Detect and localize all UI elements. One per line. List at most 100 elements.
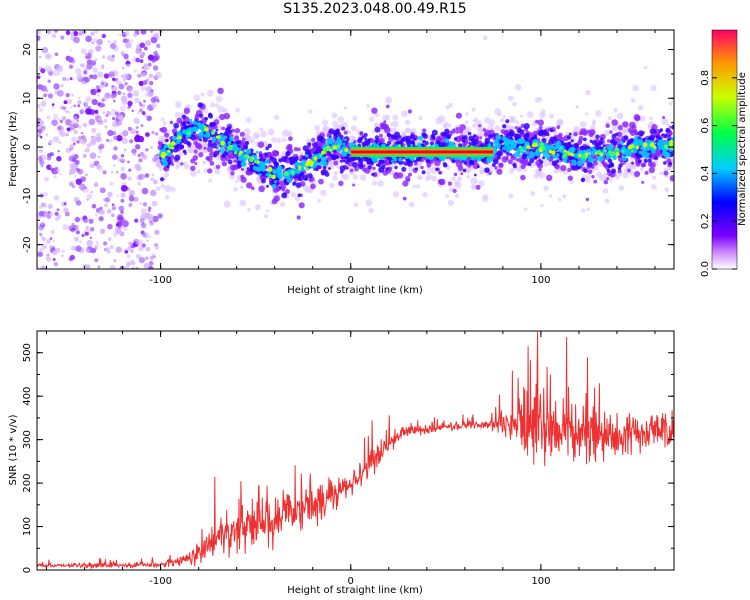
noise-dot <box>81 30 87 35</box>
ridge-cell <box>193 149 198 154</box>
ridge-cell <box>426 158 431 164</box>
ridge-cell <box>472 123 477 128</box>
ridge-cell <box>634 170 641 178</box>
ridge-peak <box>284 171 289 176</box>
ridge-peak <box>186 130 191 136</box>
ridge-cell <box>340 174 346 179</box>
ridge-cell <box>402 180 409 187</box>
ridge-cell <box>510 154 515 159</box>
noise-dot <box>57 126 62 130</box>
ridge-cell <box>261 178 266 184</box>
ridge-cell <box>508 193 514 199</box>
ridge-cell <box>281 192 288 199</box>
ridge-cell <box>595 171 602 178</box>
ridge-peak <box>313 156 318 161</box>
ridge-cell <box>615 132 619 136</box>
ridge-peak <box>642 142 648 148</box>
ridge-cell <box>258 185 265 193</box>
ridge-cell <box>459 124 467 131</box>
ridge-cell <box>174 111 181 119</box>
ridge-cell <box>456 176 462 182</box>
noise-dot <box>46 214 51 219</box>
noise-dot <box>137 182 141 186</box>
ridge-cell <box>633 140 638 146</box>
ridge-cell <box>429 141 434 146</box>
ridge-cell <box>403 161 408 166</box>
noise-dot <box>63 100 68 105</box>
ridge-peak <box>570 152 575 157</box>
noise-dot <box>107 223 113 230</box>
ridge-cell <box>279 186 282 190</box>
ridge-cell <box>470 177 478 185</box>
ridge-cell <box>508 95 514 102</box>
ridge-cell <box>460 172 464 176</box>
noise-dot <box>109 264 116 269</box>
noise-dot <box>156 186 161 192</box>
noise-dot <box>52 239 55 243</box>
ridge-cell <box>486 156 493 163</box>
noise-dot <box>44 176 50 182</box>
noise-dot <box>147 62 152 67</box>
colorbar-label: Normalized spectral amplitude <box>737 72 748 226</box>
ridge-cell <box>377 180 384 187</box>
noise-dot <box>56 65 64 73</box>
ridge-cell <box>160 184 166 189</box>
ridge-cell <box>371 180 378 186</box>
ridge-cell <box>538 125 543 130</box>
ridge-peak <box>220 140 225 146</box>
noise-dot <box>40 221 44 225</box>
ridge-peak <box>635 145 640 150</box>
ridge-cell <box>418 176 422 180</box>
ridge-cell <box>311 137 316 142</box>
noise-dot <box>45 133 48 136</box>
noise-dot <box>146 239 149 242</box>
noise-dot <box>50 229 55 235</box>
ridge-cell <box>235 107 240 113</box>
ridge-cell <box>259 127 264 132</box>
ridge-cell <box>175 165 180 170</box>
ridge-cell <box>385 96 393 104</box>
noise-dot <box>116 134 123 142</box>
ridge-cell <box>317 159 320 162</box>
noise-dot <box>124 31 130 36</box>
noise-dot <box>118 230 123 235</box>
noise-dot <box>53 175 57 179</box>
snr-panel: -100 0 100 0 100 200 300 400 500 Height of strai… <box>8 330 675 596</box>
ridge-cell <box>230 171 235 176</box>
ridge-cell <box>546 174 553 181</box>
ridge-cell <box>372 166 376 170</box>
ridge-cell <box>543 185 549 191</box>
ridge-cell <box>451 159 456 164</box>
noise-dot <box>46 238 51 244</box>
ridge-peak <box>332 145 337 150</box>
noise-dot <box>68 155 75 162</box>
noise-dot <box>145 148 149 152</box>
ridge-cell <box>298 202 305 209</box>
ridge-cell <box>393 191 399 198</box>
ridge-cell <box>475 184 481 190</box>
ridge-cell <box>524 147 528 151</box>
ridge-cell <box>654 156 659 160</box>
noise-dot <box>153 179 158 185</box>
noise-dot <box>60 84 64 88</box>
ridge-cell <box>662 116 666 119</box>
ridge-cell <box>580 177 586 183</box>
noise-dot <box>122 220 129 228</box>
ridge-cell <box>211 142 217 149</box>
ridge-cell <box>265 146 270 151</box>
ridge-cell <box>227 125 232 130</box>
ridge-cell <box>343 130 348 135</box>
noise-dot <box>122 73 129 80</box>
noise-dot <box>86 239 93 247</box>
noise-dot <box>98 216 104 222</box>
ridge-cell <box>358 163 364 170</box>
ridge-cell <box>162 121 167 126</box>
ridge-cell <box>223 200 231 208</box>
noise-dot <box>156 99 160 103</box>
ridge-cell <box>502 124 507 129</box>
ridge-cell <box>215 95 223 103</box>
ridge-cell <box>515 158 519 162</box>
ridge-cell <box>443 121 450 128</box>
y-tick-label: -10 <box>22 188 33 204</box>
ridge-peak <box>321 150 325 155</box>
